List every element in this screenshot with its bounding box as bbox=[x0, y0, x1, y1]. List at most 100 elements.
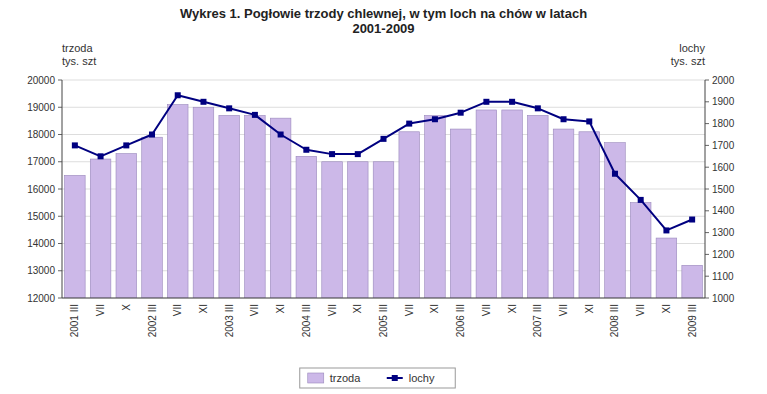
legend-label: lochy bbox=[409, 372, 435, 384]
y2-tick-label: 1700 bbox=[712, 140, 735, 151]
y2-tick bbox=[705, 232, 709, 233]
marker bbox=[458, 110, 464, 116]
title-line: Wykres 1. Pogłowie trzody chlewnej, w ty… bbox=[180, 6, 587, 21]
y-tick-label: 15000 bbox=[27, 211, 55, 222]
x-tick-label: XI bbox=[352, 304, 363, 313]
grid bbox=[62, 80, 705, 298]
x-tick-label: X bbox=[121, 304, 132, 311]
bar bbox=[630, 203, 651, 298]
y-tick bbox=[58, 270, 62, 271]
title-line: 2001-2009 bbox=[352, 21, 414, 36]
y-tick-label: 14000 bbox=[27, 238, 55, 249]
bar bbox=[553, 129, 574, 298]
y2-tick-label: 1100 bbox=[712, 271, 734, 282]
y-tick-label: 13000 bbox=[27, 265, 55, 276]
bar bbox=[245, 115, 266, 298]
marker bbox=[72, 142, 78, 148]
legend-swatch bbox=[308, 373, 324, 383]
y-tick bbox=[58, 216, 62, 217]
bar bbox=[450, 129, 471, 298]
marker bbox=[586, 118, 592, 124]
y-tick bbox=[58, 189, 62, 190]
bar bbox=[502, 110, 523, 298]
y2-tick bbox=[705, 254, 709, 255]
y-tick-label: 19000 bbox=[27, 102, 55, 113]
axis-label: lochytys. szt bbox=[671, 42, 706, 67]
x-tick-label: 2004 III bbox=[301, 304, 312, 337]
x-tick-label: 2001 III bbox=[69, 304, 80, 337]
bar bbox=[579, 132, 600, 298]
axis-label-line: trzoda bbox=[62, 42, 93, 54]
marker bbox=[200, 99, 206, 105]
x-axis bbox=[62, 298, 705, 299]
x-tick-label: VII bbox=[481, 304, 492, 316]
x-tick-label: VII bbox=[95, 304, 106, 316]
marker bbox=[663, 227, 669, 233]
y-tick-label: 18000 bbox=[27, 129, 55, 140]
bar bbox=[605, 143, 626, 298]
marker bbox=[355, 151, 361, 157]
bar bbox=[90, 159, 111, 298]
x-tick-label: 2007 III bbox=[532, 304, 543, 337]
bar bbox=[656, 238, 677, 298]
grid-line bbox=[62, 80, 705, 81]
y2-tick-label: 1800 bbox=[712, 118, 735, 129]
y2-tick bbox=[705, 145, 709, 146]
marker bbox=[252, 112, 258, 118]
y2-tick-label: 1500 bbox=[712, 184, 735, 195]
y2-axis bbox=[705, 80, 706, 298]
bar bbox=[219, 115, 240, 298]
bar bbox=[476, 110, 497, 298]
y2-tick-label: 1900 bbox=[712, 96, 735, 107]
marker bbox=[381, 136, 387, 142]
y-tick-label: 12000 bbox=[27, 293, 55, 304]
bar bbox=[167, 105, 188, 298]
bar bbox=[270, 118, 291, 298]
x-tick-label: 2005 III bbox=[378, 304, 389, 337]
marker bbox=[329, 151, 335, 157]
y2-tick bbox=[705, 101, 709, 102]
y-tick bbox=[58, 134, 62, 135]
marker bbox=[149, 132, 155, 138]
bar bbox=[142, 137, 163, 298]
legend-label: trzoda bbox=[330, 372, 361, 384]
y2-tick bbox=[705, 123, 709, 124]
marker bbox=[432, 116, 438, 122]
marker bbox=[483, 99, 489, 105]
marks bbox=[65, 92, 703, 298]
x-tick-label: VII bbox=[635, 304, 646, 316]
x-tick-label: 2002 III bbox=[147, 304, 158, 337]
y2-tick-label: 2000 bbox=[712, 75, 735, 86]
axis-label-line: lochy bbox=[679, 42, 705, 54]
line bbox=[75, 95, 692, 230]
bar bbox=[193, 107, 214, 298]
y2-tick bbox=[705, 167, 709, 168]
x-tick-label: XI bbox=[429, 304, 440, 313]
marker bbox=[561, 116, 567, 122]
chart: Wykres 1. Pogłowie trzody chlewnej, w ty… bbox=[0, 0, 767, 394]
axis-label-line: tys. szt bbox=[671, 55, 705, 67]
x-tick-label: XI bbox=[275, 304, 286, 313]
marker bbox=[98, 153, 104, 159]
title: Wykres 1. Pogłowie trzody chlewnej, w ty… bbox=[180, 6, 587, 36]
bar bbox=[425, 115, 446, 298]
y-axis bbox=[62, 80, 63, 298]
marker bbox=[226, 105, 232, 111]
bar bbox=[347, 162, 368, 298]
bar bbox=[296, 156, 317, 298]
y-tick bbox=[58, 80, 62, 81]
marker bbox=[612, 171, 618, 177]
y-tick bbox=[58, 161, 62, 162]
y2-tick-label: 1600 bbox=[712, 162, 735, 173]
x-tick-label: XI bbox=[661, 304, 672, 313]
y2-tick bbox=[705, 276, 709, 277]
bar bbox=[373, 162, 394, 298]
grid-line bbox=[62, 107, 705, 108]
bar bbox=[116, 154, 137, 298]
y-tick bbox=[58, 298, 62, 299]
grid-line bbox=[62, 134, 705, 135]
y2-tick-label: 1200 bbox=[712, 249, 735, 260]
y2-tick-label: 1400 bbox=[712, 205, 735, 216]
marker bbox=[303, 147, 309, 153]
axis-label: trzodatys. szt bbox=[62, 42, 96, 67]
